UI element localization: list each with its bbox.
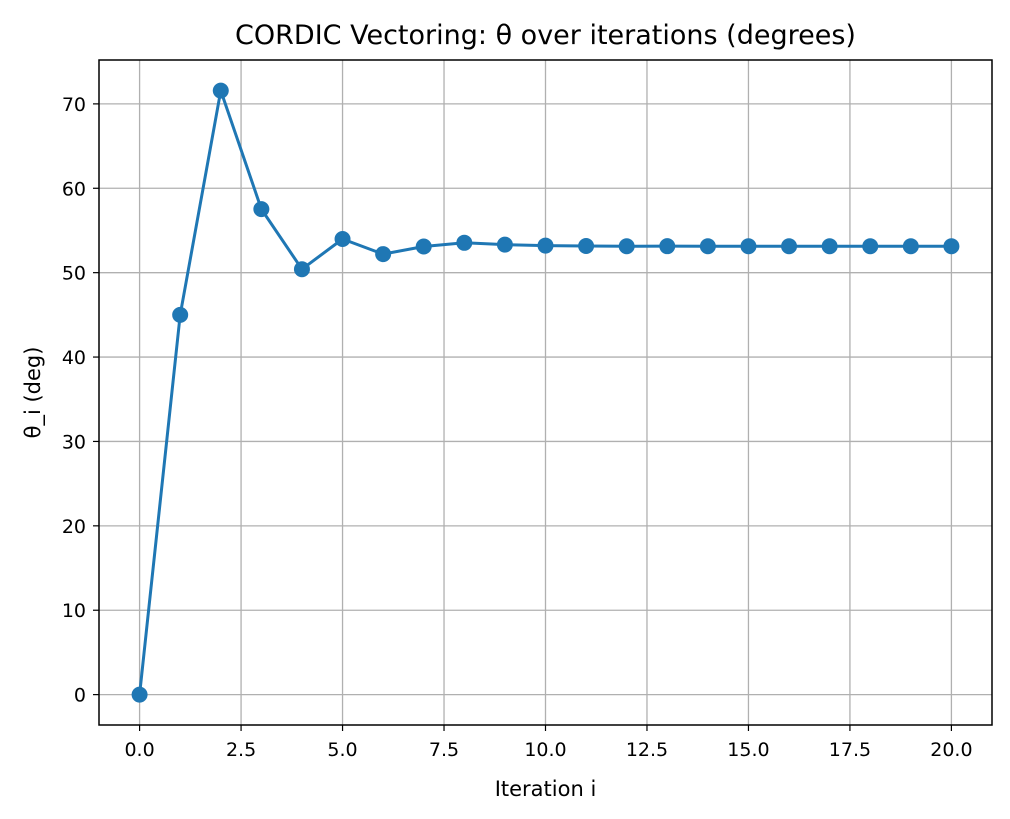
y-tick-label: 50 [62,263,86,285]
y-tick-label: 30 [62,431,86,453]
data-point [456,234,473,251]
grid [99,60,992,725]
chart-title: CORDIC Vectoring: θ over iterations (deg… [235,20,856,51]
y-tick-label: 40 [62,347,86,369]
data-point [537,237,554,254]
x-tick-label: 2.5 [226,739,256,761]
data-point [740,238,757,255]
data-point [902,238,919,255]
data-point [699,238,716,255]
y-tick-label: 10 [62,600,86,622]
data-point [781,238,798,255]
x-tick-label: 5.0 [327,739,357,761]
data-point [212,82,229,99]
data-point [943,238,960,255]
data-point [334,230,351,247]
data-point [862,238,879,255]
x-tick-label: 17.5 [829,739,871,761]
y-tick-label: 70 [62,94,86,116]
x-tick-label: 0.0 [124,739,154,761]
y-axis-label: θ_i (deg) [21,347,46,439]
data-point [415,238,432,255]
x-tick-label: 7.5 [429,739,459,761]
y-tick-label: 60 [62,178,86,200]
data-point [578,237,595,254]
data-point [375,246,392,263]
x-tick-label: 20.0 [930,739,972,761]
data-point [253,201,270,218]
data-point [659,238,676,255]
y-tick-label: 20 [62,516,86,538]
data-point [172,306,189,323]
data-point [618,238,635,255]
data-point [131,686,148,703]
data-point [821,238,838,255]
y-tick-label: 0 [74,685,86,707]
series-layer [131,82,960,703]
x-tick-label: 12.5 [626,739,668,761]
x-tick-label: 10.0 [524,739,566,761]
data-point [496,236,513,253]
data-point [293,261,310,278]
x-axis-label: Iteration i [495,777,597,801]
x-tick-label: 15.0 [727,739,769,761]
ticks: 0.0 2.5 5.0 7.5 10.0 12.5 15.0 17.5 20.0 0 10 20 30 4… [62,94,973,761]
